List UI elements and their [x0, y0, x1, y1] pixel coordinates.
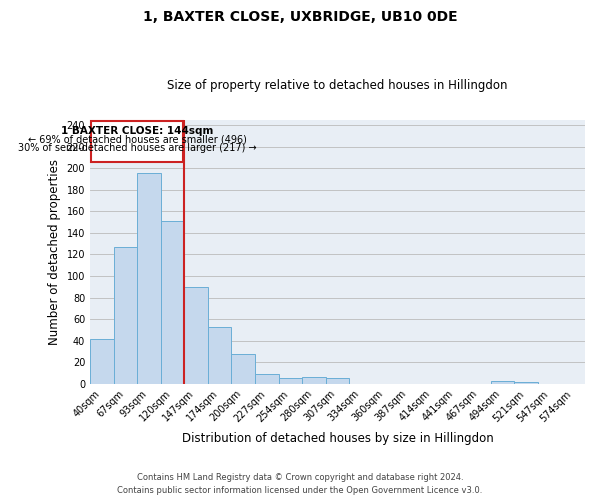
- Bar: [90, 338, 113, 384]
- Bar: [278, 378, 302, 384]
- Text: 1, BAXTER CLOSE, UXBRIDGE, UB10 0DE: 1, BAXTER CLOSE, UXBRIDGE, UB10 0DE: [143, 10, 457, 24]
- Bar: [161, 221, 184, 384]
- Bar: [326, 378, 349, 384]
- Bar: [514, 382, 538, 384]
- Bar: [184, 286, 208, 384]
- Bar: [208, 326, 232, 384]
- Bar: [137, 174, 161, 384]
- Bar: [113, 247, 137, 384]
- FancyBboxPatch shape: [91, 120, 183, 162]
- X-axis label: Distribution of detached houses by size in Hillingdon: Distribution of detached houses by size …: [182, 432, 493, 445]
- Text: 1 BAXTER CLOSE: 144sqm: 1 BAXTER CLOSE: 144sqm: [61, 126, 214, 136]
- Bar: [491, 380, 514, 384]
- Bar: [232, 354, 255, 384]
- Bar: [255, 374, 278, 384]
- Text: ← 69% of detached houses are smaller (496): ← 69% of detached houses are smaller (49…: [28, 134, 247, 144]
- Title: Size of property relative to detached houses in Hillingdon: Size of property relative to detached ho…: [167, 79, 508, 92]
- Y-axis label: Number of detached properties: Number of detached properties: [48, 158, 61, 344]
- Bar: [302, 378, 326, 384]
- Text: 30% of semi-detached houses are larger (217) →: 30% of semi-detached houses are larger (…: [18, 144, 256, 154]
- Text: Contains HM Land Registry data © Crown copyright and database right 2024.
Contai: Contains HM Land Registry data © Crown c…: [118, 474, 482, 495]
